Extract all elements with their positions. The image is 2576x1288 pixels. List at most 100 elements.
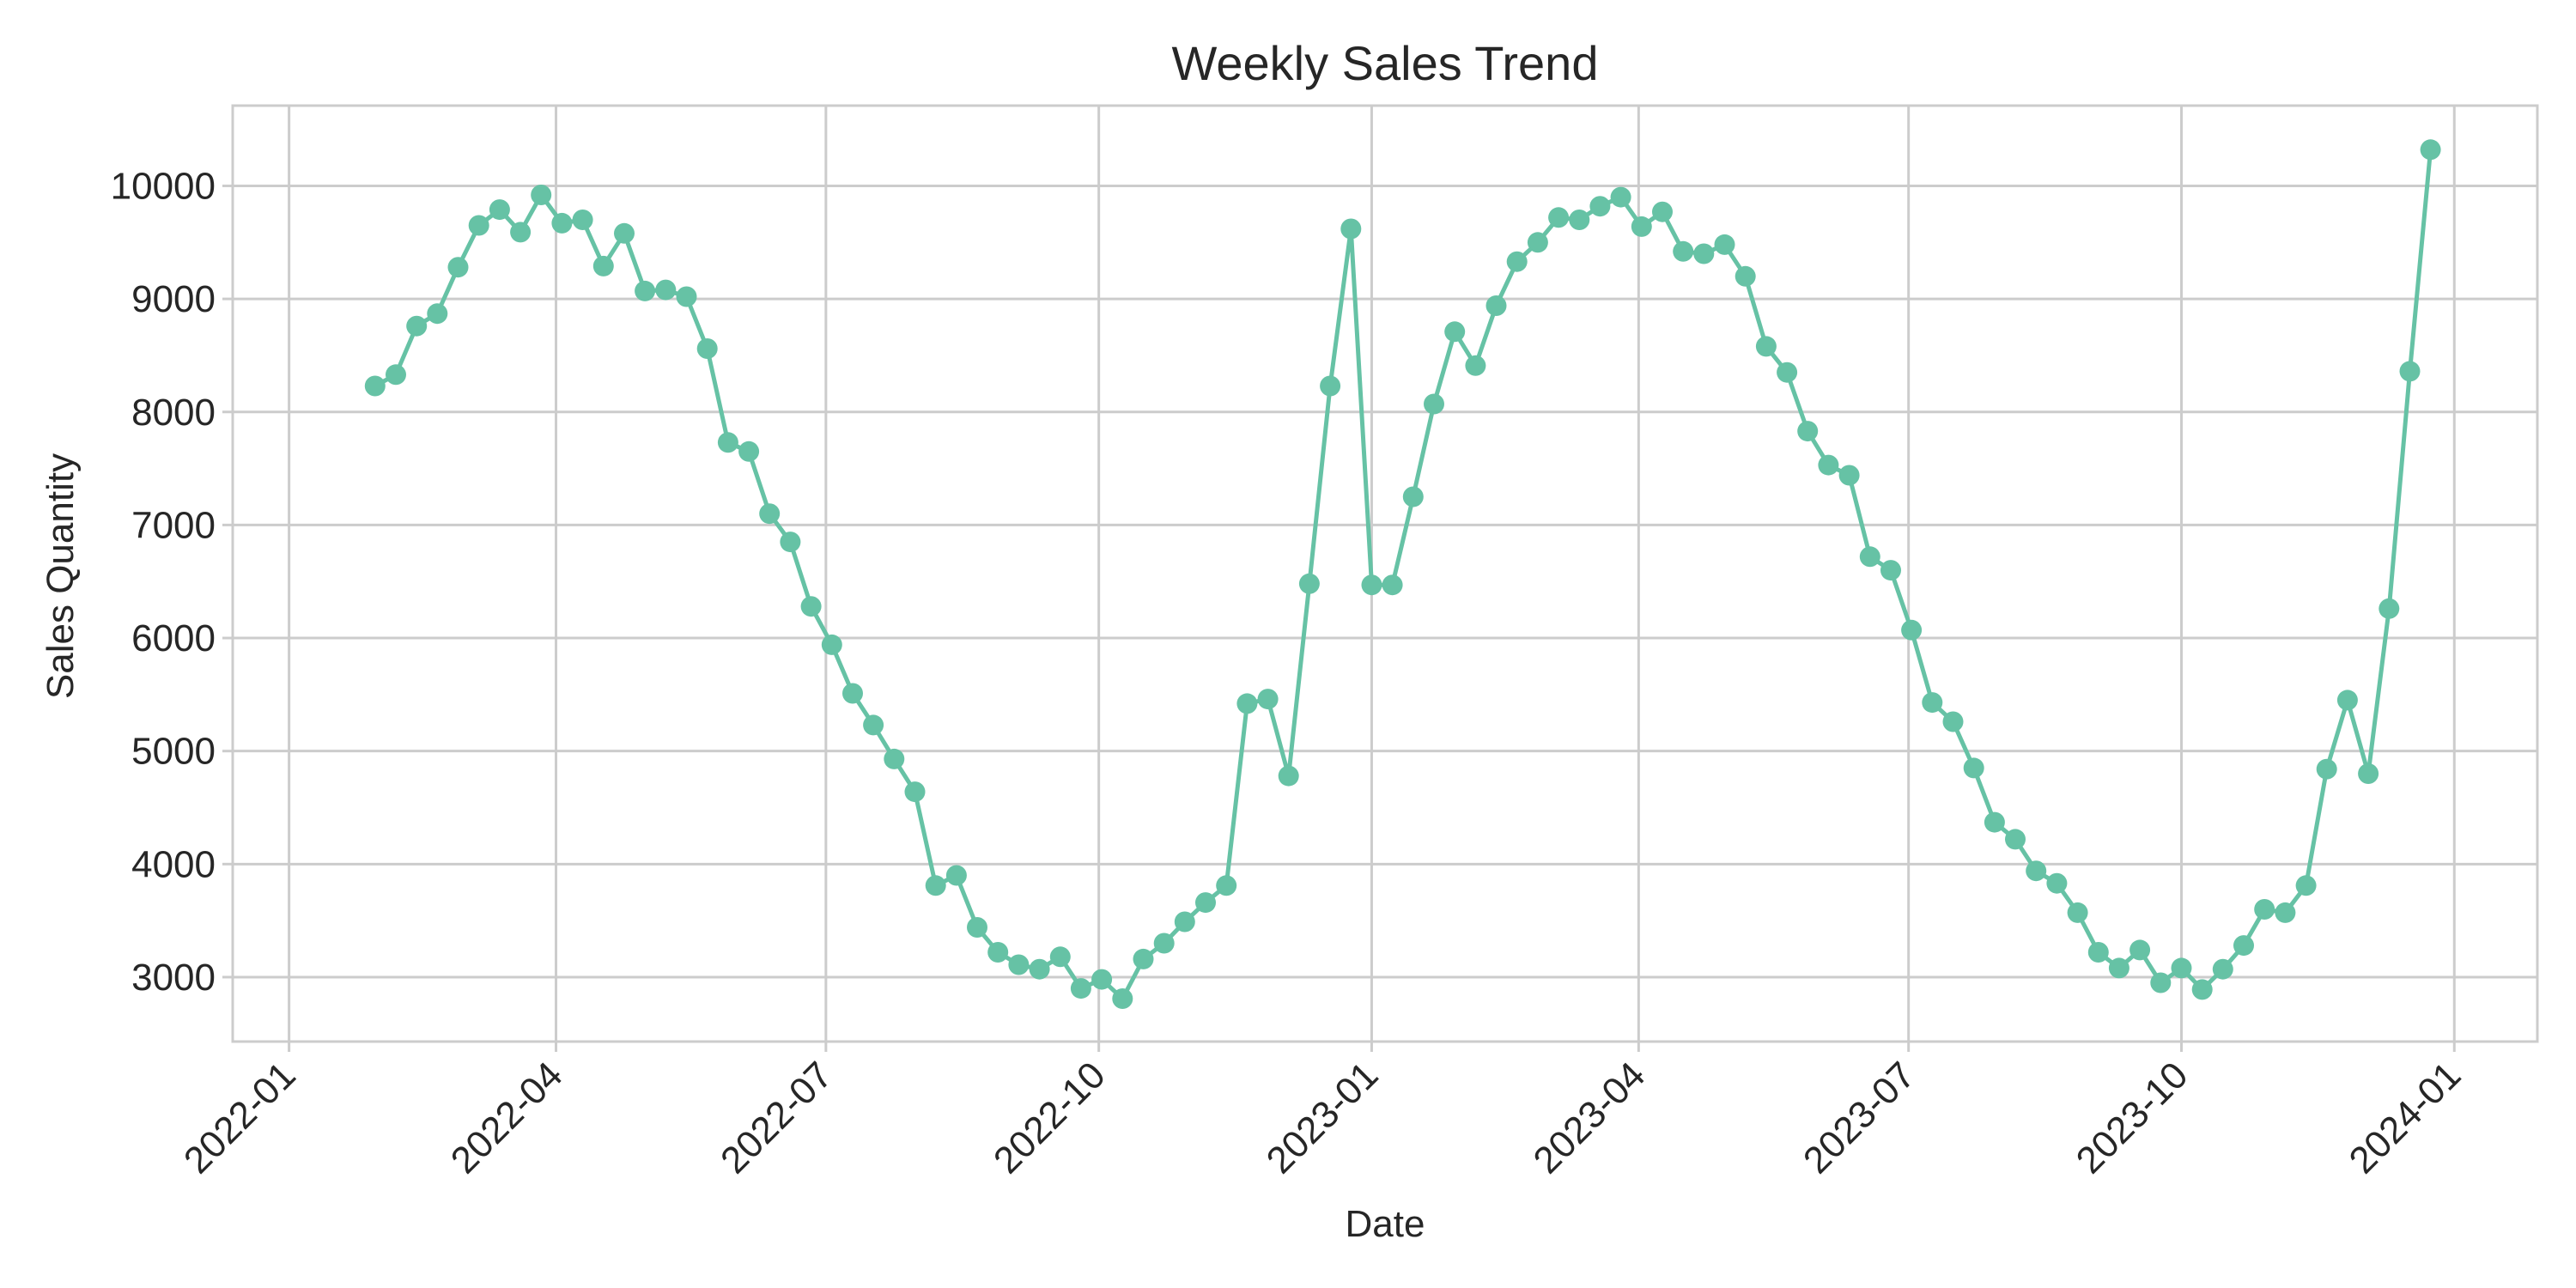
data-point: [1340, 218, 1362, 240]
data-point: [1320, 375, 1341, 397]
chart-title: Weekly Sales Trend: [1172, 36, 1599, 90]
data-point: [1548, 207, 1570, 228]
data-point: [364, 375, 386, 397]
data-point: [2067, 902, 2088, 923]
data-point: [1693, 243, 1715, 264]
data-point: [427, 303, 448, 325]
data-point: [655, 279, 677, 301]
data-point: [1361, 574, 1382, 596]
data-point: [2358, 763, 2379, 784]
data-point: [2005, 829, 2026, 850]
data-point: [1755, 336, 1777, 357]
data-point: [551, 212, 573, 234]
data-point: [1444, 321, 1466, 343]
data-point: [1673, 240, 1694, 262]
y-tick-label: 4000: [131, 843, 216, 885]
data-point: [1070, 978, 1091, 999]
data-point: [1216, 875, 1237, 896]
data-point: [572, 210, 593, 230]
data-point: [945, 865, 967, 886]
data-point: [1278, 765, 1299, 787]
data-point: [447, 257, 469, 278]
data-point: [592, 255, 614, 276]
data-point: [1029, 958, 1050, 980]
data-points: [364, 139, 2441, 1009]
data-point: [2316, 758, 2337, 780]
data-point: [468, 215, 489, 236]
y-axis-label: Sales Quantity: [39, 453, 82, 699]
data-point: [1133, 948, 1154, 969]
data-point: [1382, 574, 1403, 596]
data-point: [406, 315, 428, 337]
data-point: [759, 503, 781, 525]
data-point: [2233, 935, 2254, 957]
y-tick-labels: 3000 4000 5000 6000 7000 8000 9000 10000: [111, 165, 216, 998]
data-point: [821, 634, 842, 655]
data-point: [1838, 465, 1860, 486]
data-point: [842, 683, 863, 704]
series-line-layer: [373, 147, 2433, 1001]
data-point: [2087, 942, 2109, 963]
data-point: [1049, 946, 1071, 968]
data-point: [2026, 860, 2047, 882]
data-point: [1527, 232, 1548, 253]
data-point: [1818, 454, 1839, 476]
data-point: [2254, 899, 2275, 920]
data-point: [2212, 958, 2233, 980]
y-tick-label: 10000: [111, 165, 216, 207]
data-point: [2191, 979, 2213, 1000]
data-point: [2171, 957, 2192, 979]
data-point: [1777, 361, 1798, 383]
data-point: [489, 199, 510, 221]
data-point: [1402, 486, 1424, 507]
data-point: [1153, 933, 1175, 954]
data-point: [1298, 573, 1320, 594]
data-point: [2420, 139, 2441, 161]
plot-frame: [231, 104, 2539, 1043]
data-point: [1984, 811, 2005, 833]
data-point: [1797, 421, 1819, 442]
data-point: [904, 781, 926, 803]
data-point: [1714, 234, 1735, 255]
data-point: [1569, 210, 1590, 230]
data-point: [2275, 902, 2296, 923]
data-point: [1091, 969, 1113, 990]
data-point: [863, 714, 884, 736]
data-point: [1963, 757, 1984, 779]
grid: [222, 106, 2537, 1052]
data-point: [967, 917, 987, 938]
data-point: [676, 286, 697, 307]
data-point: [510, 222, 532, 243]
y-tick-label: 6000: [131, 617, 216, 659]
data-point: [738, 440, 760, 462]
data-point: [925, 875, 946, 896]
data-point: [614, 222, 635, 244]
data-point: [1465, 355, 1486, 376]
data-point: [2295, 875, 2317, 896]
data-point: [1880, 560, 1901, 581]
y-tick-label: 5000: [131, 731, 216, 773]
y-tick-label: 9000: [131, 278, 216, 320]
series-line: [373, 147, 2433, 1001]
data-point: [1652, 201, 1673, 222]
data-point: [531, 185, 552, 205]
data-point: [1922, 692, 1943, 714]
data-point: [884, 748, 905, 769]
data-point: [1901, 619, 1923, 641]
data-point: [2046, 872, 2068, 894]
data-point: [1008, 954, 1030, 975]
data-point: [386, 364, 406, 386]
data-point: [2336, 690, 2358, 711]
data-point: [1735, 265, 1756, 287]
data-point: [2108, 957, 2129, 979]
data-point: [1631, 216, 1652, 237]
data-point: [696, 338, 718, 359]
data-point: [1859, 546, 1880, 568]
data-point: [1942, 711, 1964, 732]
data-point: [1610, 186, 1631, 208]
data-point: [717, 432, 738, 453]
data-point: [1424, 393, 1444, 415]
